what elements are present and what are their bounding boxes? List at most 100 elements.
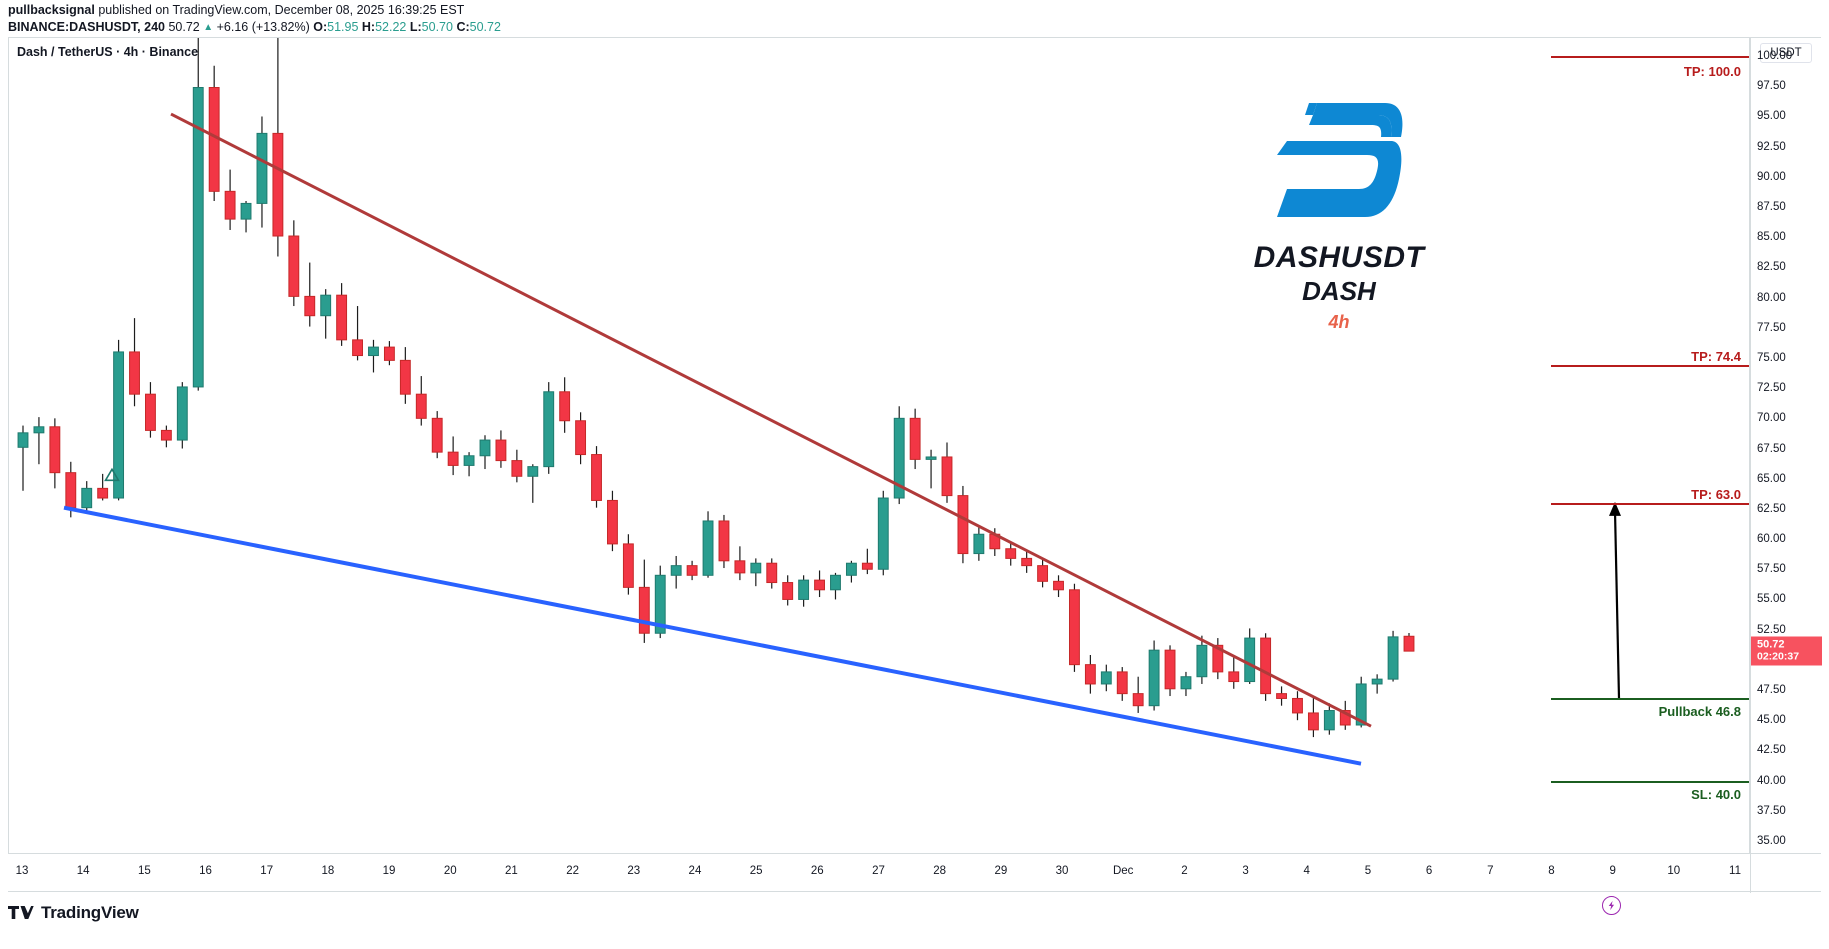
time-tick: 18 — [321, 865, 335, 877]
time-tick: 27 — [872, 865, 885, 877]
lightning-bolt-glyph — [1608, 900, 1615, 911]
time-tick: 11 — [1729, 865, 1741, 877]
level-line-tp-63[interactable] — [1551, 502, 1749, 505]
price-tick: 85.00 — [1757, 231, 1786, 244]
time-tick: 14 — [76, 865, 90, 877]
price-tick: 35.00 — [1757, 834, 1786, 847]
price-tick: 62.50 — [1757, 502, 1786, 515]
price-tick: 100.00 — [1757, 50, 1793, 63]
price-tick: 97.50 — [1757, 80, 1786, 93]
last-price-countdown: 02:20:37 — [1757, 650, 1800, 663]
watermark-name: DASH — [1302, 276, 1376, 306]
price-tick: 80.00 — [1757, 291, 1786, 304]
price-tick: 72.50 — [1757, 382, 1786, 395]
tradingview-mark-icon — [8, 906, 34, 919]
last-price-badge: 50.72 02:20:37 — [1751, 636, 1822, 666]
resistance-trendline — [170, 112, 1372, 728]
time-tick: 5 — [1364, 865, 1372, 877]
level-line-pullback[interactable] — [1551, 698, 1749, 701]
price-tick: 52.50 — [1757, 623, 1786, 636]
ohlc-open-value: 51.95 — [327, 20, 359, 34]
price-tick: 45.00 — [1757, 714, 1786, 727]
price-tick: 92.50 — [1757, 140, 1786, 153]
level-line-tp-100[interactable] — [1551, 56, 1749, 59]
price-tick: 55.00 — [1757, 593, 1786, 606]
price-tick: 90.00 — [1757, 170, 1786, 183]
price-tick: 65.00 — [1757, 472, 1786, 485]
time-tick: 23 — [627, 865, 641, 877]
price-tick: 95.00 — [1757, 110, 1786, 123]
price-tick: 60.00 — [1757, 533, 1786, 546]
level-label-tp-74: TP: 74.4 — [1691, 349, 1741, 365]
last-price: 50.72 — [168, 20, 200, 34]
time-tick: 24 — [688, 865, 702, 877]
tradingview-wordmark: TradingView — [41, 903, 139, 922]
time-tick: 4 — [1303, 865, 1310, 877]
chart-annotations — [63, 112, 1621, 766]
level-line-sl-40[interactable] — [1551, 780, 1749, 783]
currency-badge[interactable]: USDT — [1760, 43, 1812, 63]
time-tick: 16 — [199, 865, 212, 877]
ohlc-open-label: O: — [313, 20, 328, 34]
time-tick: 2 — [1181, 865, 1188, 877]
time-tick: 21 — [505, 865, 518, 877]
price-tick: 40.00 — [1757, 774, 1786, 787]
price-tick: 47.50 — [1757, 684, 1786, 696]
chart-legend-title: Dash / TetherUS · 4h · Binance — [17, 45, 199, 59]
price-tick: 67.50 — [1757, 442, 1786, 455]
level-label-sl-40: SL: 40.0 — [1691, 786, 1741, 802]
time-tick: 15 — [137, 865, 151, 877]
price-tick: 70.00 — [1757, 412, 1786, 425]
price-tick: 75.00 — [1757, 351, 1786, 364]
author-name: pullbacksignal — [8, 3, 95, 17]
ohlc-high-value: 52.22 — [375, 20, 407, 34]
lightning-icon[interactable] — [1602, 896, 1621, 915]
ohlc-low-label: L: — [409, 20, 422, 34]
attribution-header: pullbacksignal published on TradingView.… — [0, 0, 1829, 36]
time-tick: Dec — [1112, 865, 1134, 877]
time-tick: 13 — [15, 865, 29, 877]
published-text: published on TradingView.com, December 0… — [98, 3, 465, 17]
time-tick: 7 — [1487, 865, 1494, 877]
chart-plot-area[interactable]: Dash / TetherUS · 4h · Binance DASHUSDT … — [8, 38, 1750, 853]
level-label-tp-100: TP: 100.0 — [1683, 64, 1741, 80]
price-tick: 87.50 — [1757, 201, 1786, 214]
time-axis[interactable]: 13 14 15 16 17 18 19 20 21 22 23 24 25 26 27 28 29 30 Dec 2… — [8, 853, 1821, 892]
ohlc-high-label: H: — [361, 20, 376, 34]
symbol-ticker: BINANCE:DASHUSDT, 240 — [8, 20, 165, 34]
time-tick: 19 — [382, 865, 396, 877]
time-tick: 28 — [933, 865, 947, 877]
support-trendline — [63, 505, 1362, 766]
watermark-symbol: DASHUSDT — [1253, 241, 1425, 274]
chart-watermark: DASHUSDT DASH 4h — [1204, 93, 1474, 335]
time-tick: 3 — [1242, 865, 1249, 877]
level-label-tp-63: TP: 63.0 — [1691, 486, 1741, 502]
chart-frame: Dash / TetherUS · 4h · Binance DASHUSDT … — [8, 37, 1822, 915]
level-line-tp-74[interactable] — [1551, 365, 1749, 368]
last-price-badge-value: 50.72 — [1757, 638, 1785, 651]
price-axis[interactable]: USDT 100.00 97.50 95.00 92.50 90.00 87.50 85.0… — [1750, 38, 1822, 893]
time-tick: 25 — [749, 865, 763, 877]
time-tick: 10 — [1667, 865, 1681, 877]
time-tick: 6 — [1425, 865, 1433, 877]
time-tick: 20 — [443, 865, 457, 877]
time-tick: 9 — [1609, 865, 1616, 877]
attribution-line-1: pullbacksignal published on TradingView.… — [8, 2, 1829, 19]
price-tick: 37.50 — [1757, 804, 1786, 817]
time-tick: 26 — [810, 865, 824, 877]
target-arrow-shaft — [1613, 510, 1621, 699]
time-tick: 17 — [260, 865, 274, 877]
time-tick: 22 — [566, 865, 579, 877]
ohlc-close-label: C: — [456, 20, 470, 34]
price-tick: 57.50 — [1757, 563, 1786, 576]
ohlc-close-value: 50.72 — [469, 20, 501, 34]
attribution-line-2: BINANCE:DASHUSDT, 240 50.72 ▲ +6.16 (+13… — [8, 19, 1829, 36]
time-tick: 30 — [1055, 865, 1069, 877]
price-change: +6.16 (+13.82%) — [216, 20, 310, 34]
level-label-pullback: Pullback 46.8 — [1658, 704, 1741, 720]
dash-logo-icon — [1277, 103, 1403, 217]
candlestick-series — [17, 38, 1415, 738]
time-tick: 29 — [994, 865, 1008, 877]
price-tick: 82.50 — [1757, 261, 1786, 274]
